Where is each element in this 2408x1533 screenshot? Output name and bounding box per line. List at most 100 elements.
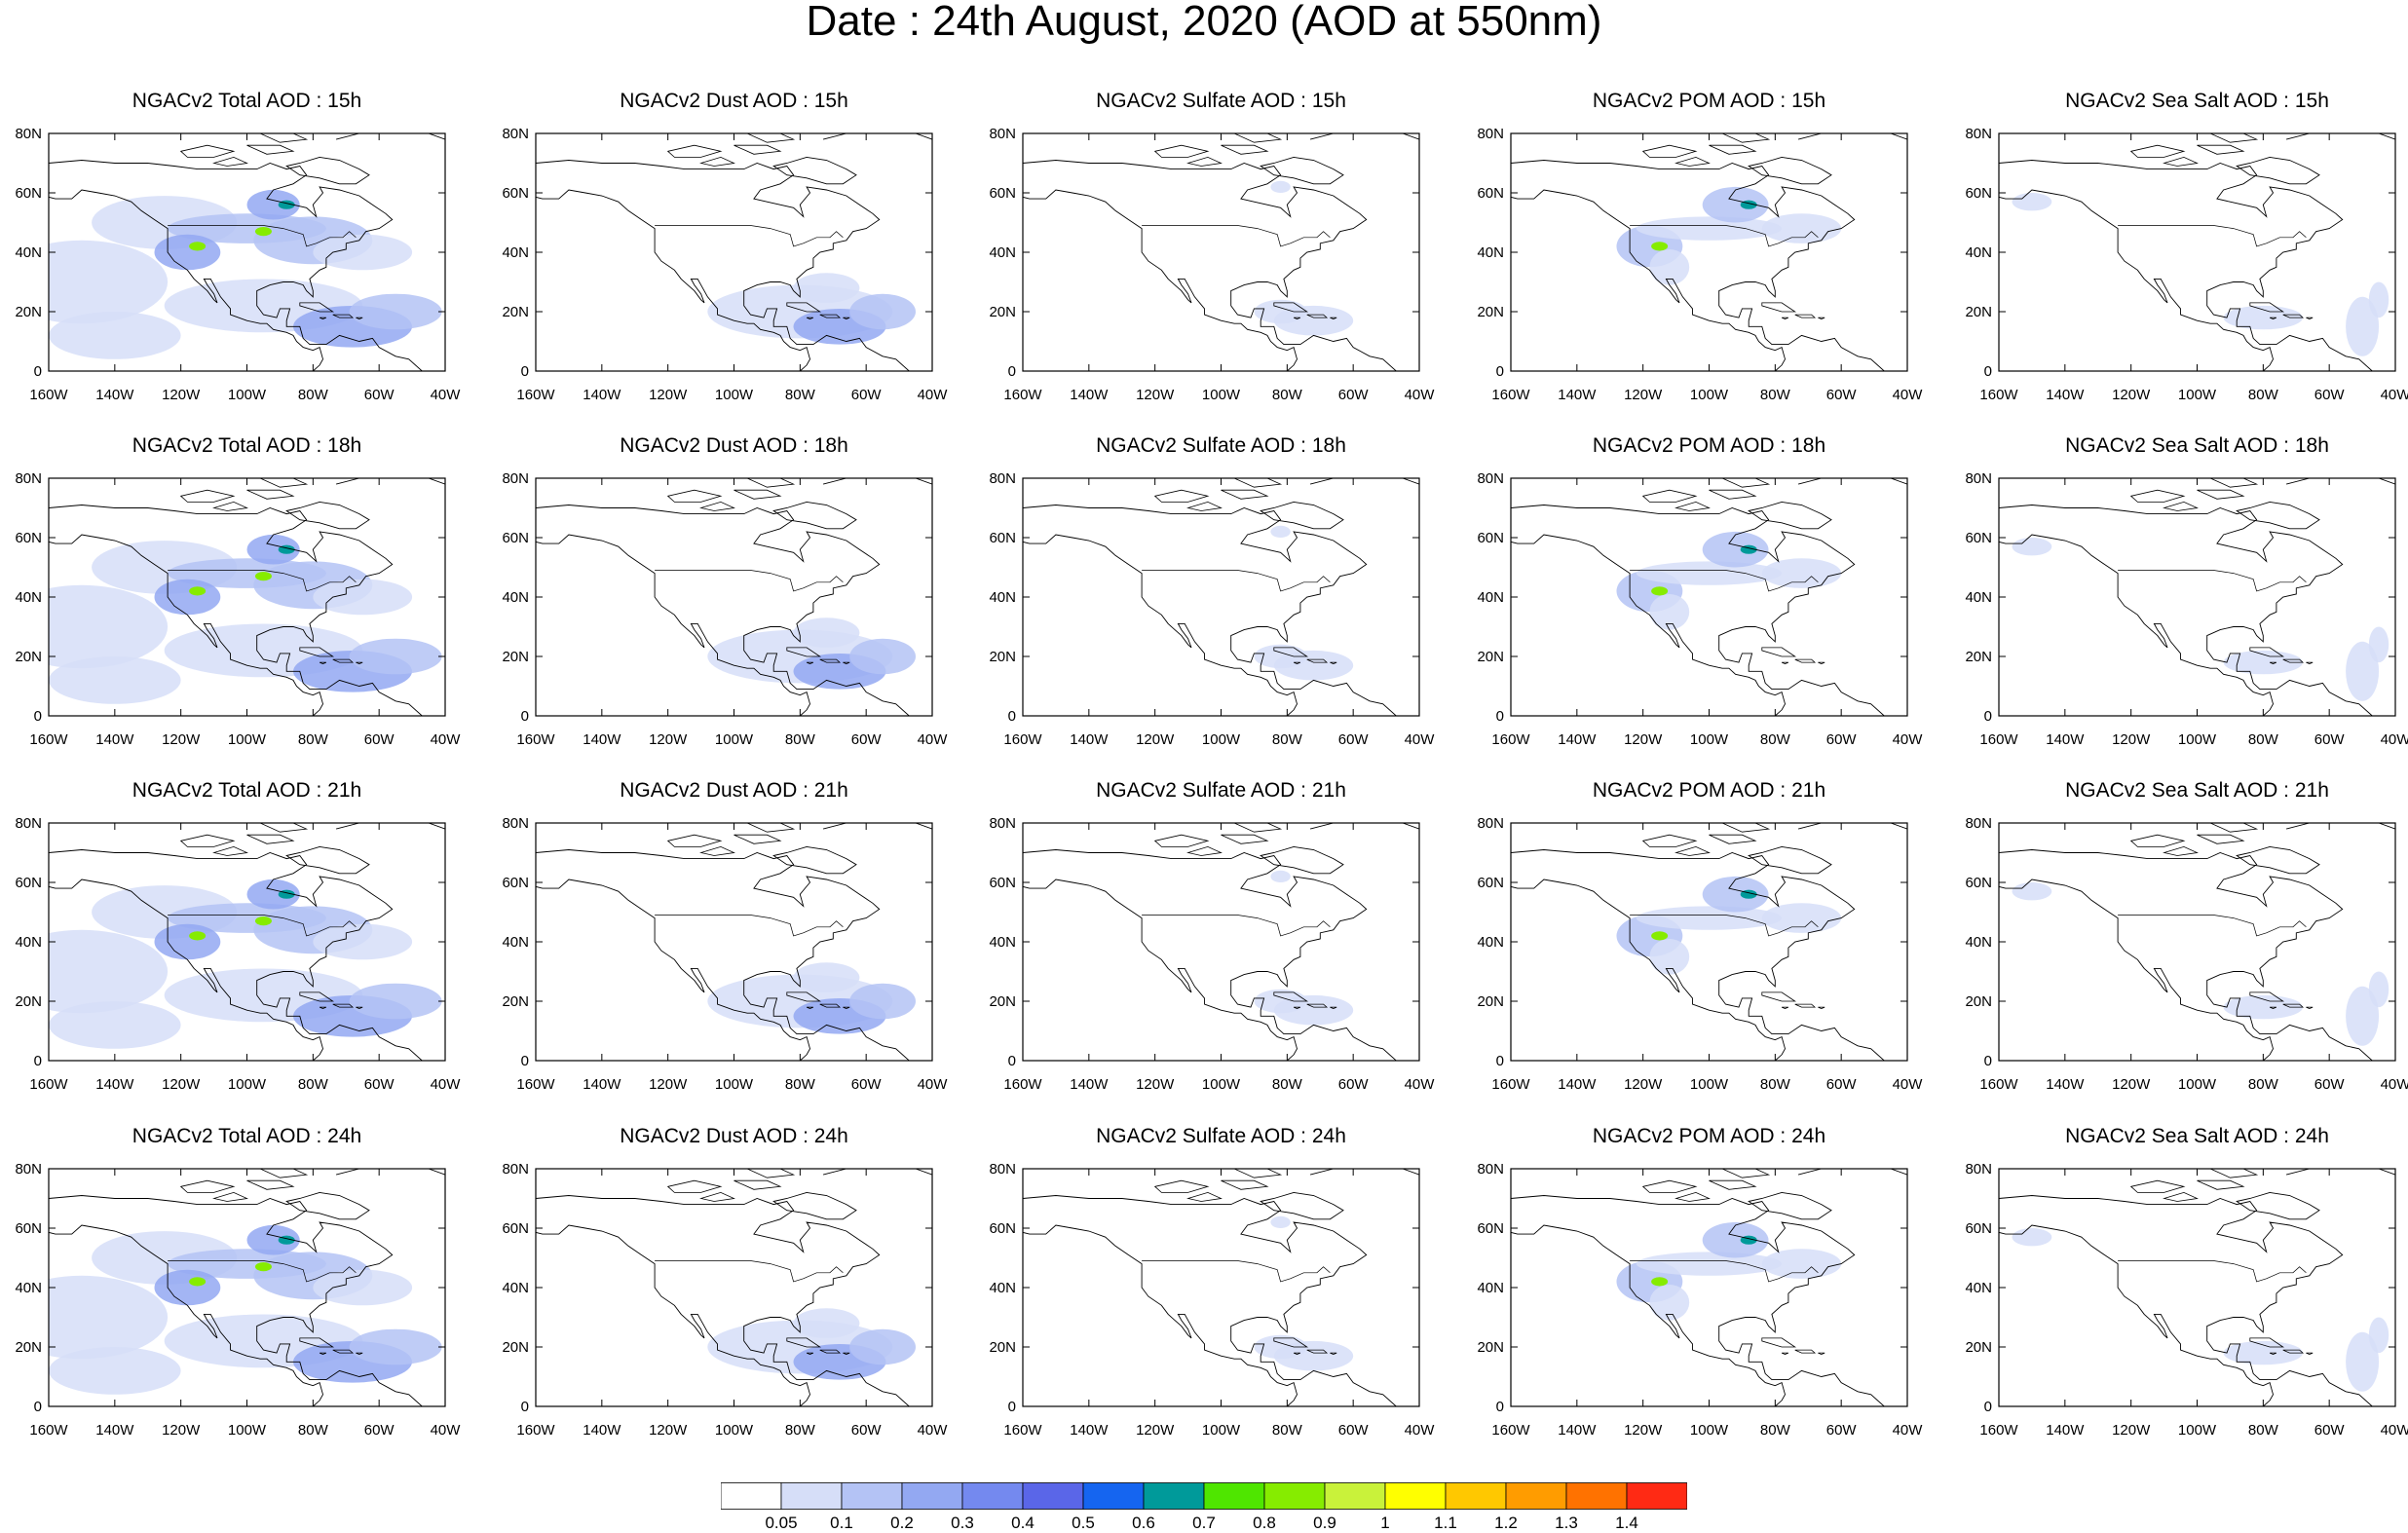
lon-tick-label: 60W: [851, 1076, 883, 1093]
coastline: [1273, 647, 1309, 657]
coastline: [2197, 834, 2245, 844]
aod-shading: [1761, 903, 1842, 933]
coastline: [1023, 534, 1298, 716]
coastline: [1273, 991, 1309, 1002]
colorbar-box: [720, 1482, 782, 1510]
coastline: [1748, 845, 1832, 875]
coastline: [1748, 501, 1832, 530]
coastline: [356, 1006, 363, 1010]
coastline: [356, 317, 363, 320]
coastline: [1709, 834, 1757, 844]
coastline: [1023, 1195, 1397, 1406]
coastline: [822, 478, 932, 485]
lat-tick-label: 60N: [989, 185, 1016, 202]
lon-tick-label: 40W: [431, 731, 462, 748]
coastline: [1309, 133, 1419, 140]
lat-tick-label: 80N: [1477, 126, 1504, 142]
aod-shading: [154, 234, 221, 271]
lon-tick-label: 80W: [785, 387, 816, 403]
lon-tick-label: 60W: [851, 731, 883, 748]
coastline: [1721, 823, 1771, 833]
coastline: [1709, 489, 1757, 500]
aod-shading: [49, 1347, 181, 1395]
coastline: [1674, 845, 1711, 856]
coastline: [332, 314, 355, 318]
lon-tick-label: 80W: [1272, 1422, 1303, 1439]
lon-tick-label: 80W: [298, 1076, 329, 1093]
lat-tick-label: 80N: [1477, 815, 1504, 832]
lat-tick-label: 80N: [1965, 815, 1992, 832]
lon-tick-label: 40W: [431, 1422, 462, 1439]
aod-hotspot: [1651, 1277, 1669, 1287]
lon-tick-label: 140W: [1070, 1422, 1109, 1439]
lon-tick-label: 40W: [918, 731, 949, 748]
aod-shading: [2012, 538, 2052, 556]
colorbar-box: [961, 1482, 1024, 1510]
lon-tick-label: 120W: [162, 731, 201, 748]
colorbar-box: [1445, 1482, 1507, 1510]
colorbar-label: 1.4: [1615, 1514, 1638, 1532]
coastline: [666, 1179, 723, 1193]
coastline: [536, 160, 910, 371]
aod-shading: [1649, 594, 1690, 630]
aod-shading: [1636, 216, 1783, 241]
colorbar-box: [901, 1482, 963, 1510]
border-line: [2118, 225, 2307, 247]
lat-tick-label: 80N: [1965, 1161, 1992, 1178]
lon-tick-label: 140W: [2046, 731, 2085, 748]
coastline: [2163, 156, 2199, 167]
lat-tick-label: 0: [1984, 363, 1992, 380]
coastline: [1794, 1349, 1817, 1354]
lat-tick-label: 0: [34, 363, 42, 380]
coastline: [746, 823, 796, 833]
border-line: [168, 915, 357, 937]
aod-shading: [1270, 525, 1291, 538]
lon-tick-label: 100W: [228, 1422, 267, 1439]
coastline: [536, 879, 810, 1061]
panel-title: NGACv2 Sea Salt AOD : 18h: [2065, 434, 2329, 457]
lat-tick-label: 0: [1496, 1399, 1504, 1415]
map-panel: 160W 140W 120W 100W 80W 60W 40W 0 20N 40N 60N 80N: [15, 470, 461, 748]
coastline: [179, 144, 236, 158]
coastline: [1221, 1179, 1269, 1190]
lon-tick-label: 100W: [1690, 1076, 1729, 1093]
lon-tick-label: 160W: [29, 1076, 68, 1093]
colorbar-label: 1.1: [1434, 1514, 1457, 1532]
lat-tick-label: 60N: [1965, 185, 1992, 202]
lon-tick-label: 100W: [1690, 731, 1729, 748]
lon-tick-label: 140W: [1558, 731, 1597, 748]
coastline: [1721, 133, 1771, 143]
map-panel: 160W 140W 120W 100W 80W 60W 40W 0 20N 40N 60N 80N: [989, 470, 1435, 748]
lat-tick-label: 0: [1496, 708, 1504, 725]
lon-tick-label: 100W: [228, 731, 267, 748]
lon-tick-label: 80W: [1760, 1076, 1791, 1093]
lon-tick-label: 60W: [1338, 387, 1370, 403]
coastline: [1781, 1006, 1789, 1010]
coastline: [699, 156, 735, 167]
lat-tick-label: 0: [521, 1053, 529, 1069]
aod-shading: [154, 1269, 221, 1306]
lat-tick-label: 80N: [502, 470, 529, 487]
lat-tick-label: 20N: [989, 304, 1016, 320]
panel-title: NGACv2 Sulfate AOD : 18h: [1096, 434, 1346, 457]
lon-tick-label: 40W: [1893, 731, 1924, 748]
aod-shading: [793, 273, 860, 303]
lon-tick-label: 40W: [1893, 1076, 1924, 1093]
coastline: [259, 823, 309, 833]
lon-tick-label: 100W: [2178, 1422, 2217, 1439]
coastline: [2163, 1191, 2199, 1202]
coastline: [1023, 849, 1397, 1061]
lat-tick-label: 40N: [502, 934, 529, 951]
coastline: [734, 834, 782, 844]
border-line: [1142, 1260, 1331, 1283]
lon-tick-label: 120W: [162, 1076, 201, 1093]
lon-tick-label: 120W: [1624, 387, 1663, 403]
coastline: [1797, 478, 1907, 485]
aod-shading: [313, 923, 413, 960]
border-line: [655, 570, 844, 592]
coastline: [1511, 1224, 1786, 1406]
coastline: [2306, 317, 2314, 320]
lat-tick-label: 0: [521, 1399, 529, 1415]
map-panel: 160W 140W 120W 100W 80W 60W 40W 0 20N 40N 60N 80N: [1477, 815, 1923, 1093]
lon-tick-label: 100W: [715, 387, 754, 403]
